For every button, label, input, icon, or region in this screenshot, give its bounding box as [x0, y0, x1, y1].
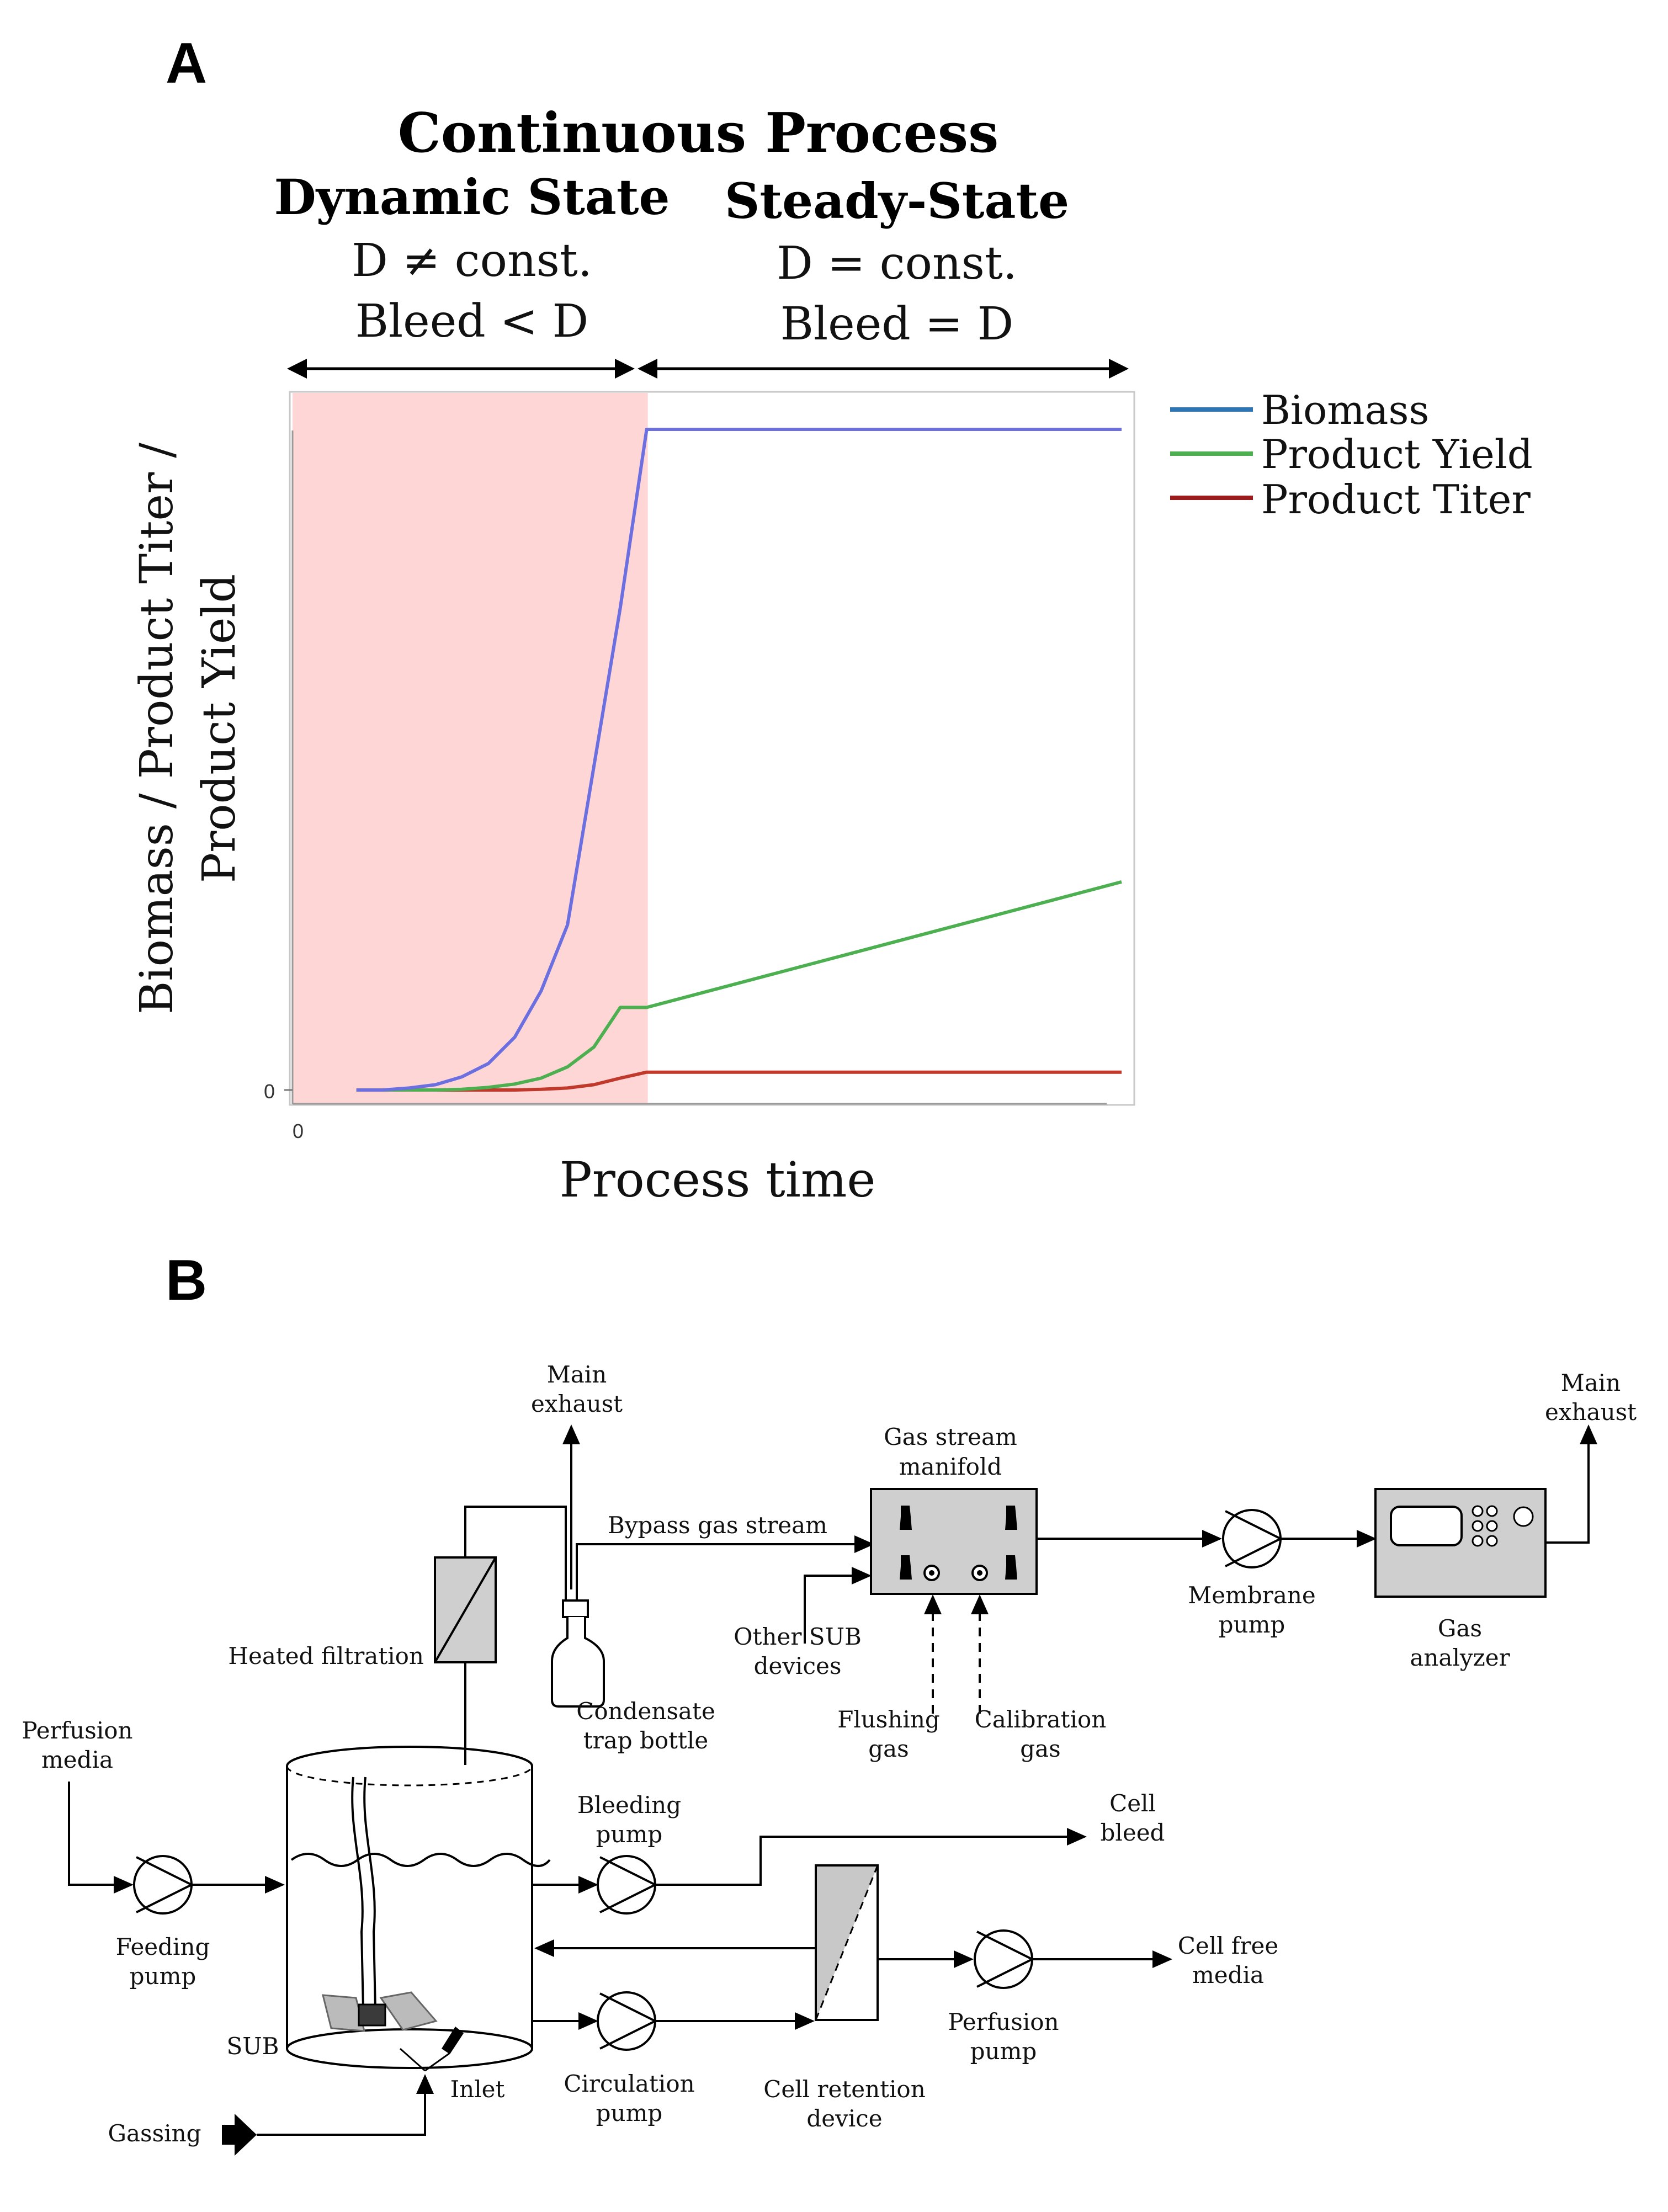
bypass-gas-line: [576, 1535, 874, 1600]
y-axis-title-line2: Product Yield: [193, 574, 246, 883]
panel-b-letter: B: [166, 1248, 207, 1312]
dynamic-state-shading: [293, 393, 648, 1104]
gas-analyzer-label-1: Gas: [1438, 1615, 1482, 1642]
membrane-pump-label-2: pump: [1219, 1611, 1285, 1638]
bleeding-pump-label-1: Bleeding: [577, 1791, 681, 1818]
sub-label: SUB: [226, 2033, 279, 2060]
gassing-line: [257, 2074, 434, 2136]
panel-a-letter: A: [166, 31, 207, 95]
gas-analyzer-label-2: analyzer: [1410, 1644, 1510, 1671]
cell-free-media-label-2: media: [1192, 1961, 1264, 1988]
heated-filtration-label: Heated filtration: [228, 1642, 424, 1669]
y-tick-zero: 0: [264, 1080, 275, 1103]
inlet-label: Inlet: [450, 2076, 505, 2103]
legend-label-biomass: Biomass: [1261, 387, 1429, 433]
sub-vessel: [286, 1746, 551, 2072]
calibration-gas-label-2: gas: [1020, 1735, 1060, 1762]
cell-bleed-line: [655, 1828, 1087, 1886]
perfusion-media-label-2: media: [41, 1746, 113, 1773]
cell-free-media-label-1: Cell free: [1178, 1932, 1279, 1959]
perfusion-media-line: [68, 1782, 134, 1894]
circulation-pump: [597, 1991, 658, 2051]
membrane-pump: [1222, 1509, 1283, 1568]
bleeding-pump-label-2: pump: [596, 1821, 663, 1848]
dynamic-state-title: Dynamic State: [274, 168, 670, 226]
perfusion-pump-label-2: pump: [970, 2038, 1037, 2065]
condensate-trap-bottle: [551, 1599, 605, 1708]
dynamic-state-d: D ≠ const.: [352, 235, 592, 287]
flushing-gas-label-2: gas: [868, 1735, 909, 1762]
perfusion-media-label-1: Perfusion: [22, 1717, 132, 1744]
x-tick-zero: 0: [293, 1120, 304, 1142]
y-axis-title: Biomass / Product Titer / Product Yield: [131, 443, 246, 1014]
perfusion-pump: [974, 1929, 1035, 1989]
main-exhaust-left-label-1: Main: [547, 1361, 607, 1388]
feeding-pump-label-2: pump: [130, 1963, 196, 1990]
bleeding-pump: [597, 1855, 658, 1915]
steady-state-d: D = const.: [777, 237, 1017, 290]
other-sub-line: [804, 1567, 872, 1644]
gassing-arrow-icon: [222, 2114, 257, 2156]
feeding-pump-label-1: Feeding: [116, 1933, 210, 1960]
perfusion-pump-label-1: Perfusion: [948, 2008, 1059, 2035]
main-exhaust-right-label-2: exhaust: [1545, 1399, 1637, 1426]
series-line-product-yield: [356, 880, 1122, 1092]
steady-state-title: Steady-State: [725, 172, 1069, 230]
bypass-gas-label: Bypass gas stream: [608, 1512, 827, 1539]
manifold-label-2: manifold: [899, 1453, 1002, 1480]
legend-label-product-yield: Product Yield: [1261, 431, 1533, 477]
feeding-pump: [133, 1855, 194, 1915]
main-exhaust-right-label-1: Main: [1561, 1369, 1621, 1396]
filter-to-trap-line: [464, 1506, 567, 1600]
process-title: Continuous Process: [398, 102, 999, 165]
gassing-label: Gassing: [108, 2120, 201, 2147]
plot-frame: [289, 391, 1135, 1106]
retention-label-2: device: [806, 2105, 882, 2132]
process-diagram: Main exhaust Heated filtration Condensat…: [22, 1361, 1637, 2156]
cell-retention-device: [815, 1864, 879, 2021]
steady-phase-arrow: [638, 359, 1129, 379]
line-chart: 0 0: [264, 391, 1135, 1142]
retention-label-1: Cell retention: [763, 2076, 926, 2103]
gas-analyzer: [1374, 1488, 1547, 1598]
dynamic-phase-arrow: [287, 359, 635, 379]
legend: Biomass Product Yield Product Titer: [1170, 387, 1533, 523]
circulation-pump-label-2: pump: [596, 2099, 663, 2126]
x-axis-title: Process time: [560, 1151, 876, 1208]
heated-filter: [434, 1556, 497, 1663]
calibration-gas-label-1: Calibration: [975, 1706, 1107, 1733]
membrane-pump-label-1: Membrane: [1188, 1582, 1316, 1609]
legend-label-product-titer: Product Titer: [1261, 476, 1531, 523]
series-line-biomass: [356, 428, 1122, 1092]
condensate-label-1: Condensate: [576, 1698, 715, 1725]
condensate-label-2: trap bottle: [583, 1727, 708, 1754]
main-exhaust-left-label-2: exhaust: [531, 1390, 623, 1417]
circulation-pump-label-1: Circulation: [564, 2070, 694, 2097]
dynamic-state-bleed: Bleed < D: [355, 295, 589, 348]
other-sub-label-2: devices: [754, 1652, 842, 1679]
other-sub-label-1: Other SUB: [734, 1623, 862, 1650]
steady-state-bleed: Bleed = D: [780, 298, 1014, 350]
series-layer: [356, 428, 1122, 1092]
gas-stream-manifold: [870, 1488, 1038, 1595]
main-exhaust-right-line: [1545, 1424, 1597, 1544]
y-axis-title-line1: Biomass / Product Titer /: [131, 443, 183, 1014]
manifold-label-1: Gas stream: [884, 1423, 1017, 1450]
cell-bleed-label-1: Cell: [1109, 1790, 1156, 1817]
cell-bleed-label-2: bleed: [1101, 1819, 1165, 1846]
flushing-gas-label-1: Flushing: [837, 1706, 940, 1733]
